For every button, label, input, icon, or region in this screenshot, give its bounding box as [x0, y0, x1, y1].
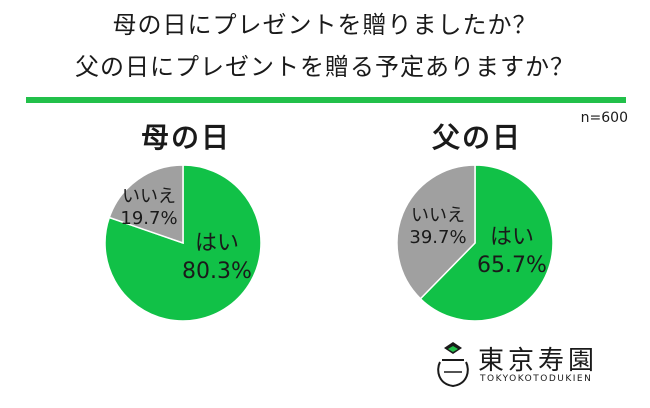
slice-label-no-value: 19.7% [120, 208, 178, 229]
slice-label-yes-value: 65.7% [477, 253, 547, 278]
mothers-day-pie-title: 母の日 [141, 121, 232, 154]
slice-label-yes-value: 80.3% [182, 259, 252, 284]
fathers-day-pie-title: 父の日 [432, 121, 523, 154]
fathers-day-pie-chart [396, 164, 554, 322]
slice-label-no-text: いいえ [411, 205, 465, 226]
brand-logo: 東京寿園 TOKYOKOTODUKIEN [432, 338, 632, 398]
slice-label-no-text: いいえ [122, 186, 176, 207]
teapot-logo-icon [437, 342, 469, 388]
pie-slice-no [108, 164, 184, 245]
logo-romaji: TOKYOKOTODUKIEN [480, 374, 593, 384]
pie-slice-no [396, 164, 476, 300]
slice-label-yes-text: はい [489, 225, 534, 250]
slice-label-no: いいえ 19.7% [117, 186, 181, 230]
chart-title-line-1: 母の日にプレゼントを贈りましたか？ [112, 11, 538, 39]
sample-size-label: n=600 [580, 110, 628, 126]
logo-wordmark: 東京寿園 [478, 346, 599, 376]
mothers-day-pie-chart [104, 164, 262, 322]
slice-label-yes: はい 80.3% [176, 230, 258, 286]
slice-label-no: いいえ 39.7% [402, 205, 474, 249]
slice-label-yes-text: はい [194, 231, 239, 256]
pie-slice-yes [419, 164, 554, 322]
slice-label-yes: はい 65.7% [470, 224, 554, 280]
chart-title-line-2: 父の日にプレゼントを贈る予定ありますか？ [75, 53, 575, 81]
title-divider [26, 97, 626, 103]
slice-label-no-value: 39.7% [409, 227, 467, 248]
